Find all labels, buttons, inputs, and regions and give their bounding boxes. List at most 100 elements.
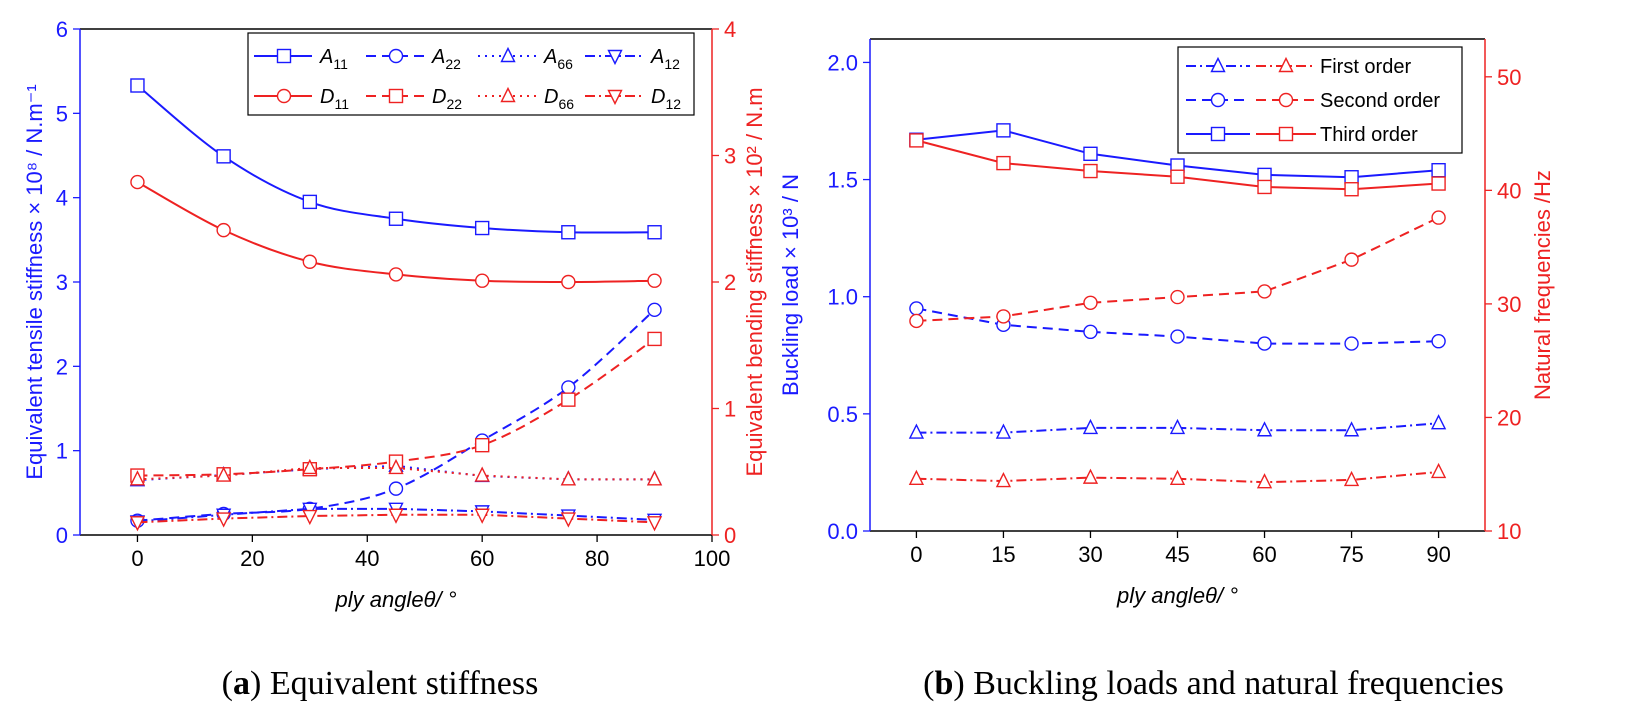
legend-subscript: 11: [333, 56, 348, 72]
x-tick-label: 0: [131, 546, 143, 571]
x-tick-label: 75: [1339, 542, 1363, 567]
y-left-tick-label: 6: [56, 17, 68, 42]
y-left-tick-label: 2: [56, 354, 68, 379]
data-point: [995, 471, 1012, 488]
legend-label: Second order: [1320, 90, 1440, 112]
data-point: [1430, 414, 1447, 430]
legend-marker-red: [1278, 56, 1294, 73]
x-tick-label: 60: [470, 546, 494, 571]
y-left-tick-label: 2.0: [827, 50, 858, 75]
caption-a-text: Equivalent stiffness: [269, 665, 539, 702]
y-right-tick-label: 10: [1497, 519, 1521, 544]
legend-subscript: 66: [558, 96, 574, 112]
data-point: [647, 302, 662, 318]
data-point: [996, 155, 1011, 171]
data-point: [1082, 418, 1099, 435]
data-point: [474, 220, 490, 236]
data-point: [1083, 146, 1098, 162]
y-left-axis-label: Equivalent tensile stiffness × 10⁸ / N.m…: [22, 84, 47, 479]
data-point: [647, 331, 662, 347]
series-frequency-third-order: [909, 133, 1446, 197]
series-buckling-first-order: [908, 414, 1447, 439]
y-right-axis-label: Natural frequencies /Hz: [1530, 170, 1555, 400]
legend-subscript: 12: [665, 96, 681, 112]
y-left-tick-label: 4: [56, 186, 68, 211]
data-point: [561, 225, 576, 240]
x-tick-label: 0: [910, 542, 922, 567]
data-point: [1170, 329, 1185, 344]
y-right-tick-label: 1: [724, 397, 736, 422]
caption-a-label: a: [233, 665, 250, 702]
legend-marker: [276, 88, 292, 104]
data-point: [996, 309, 1011, 324]
data-point: [129, 516, 146, 532]
legend-subscript: 12: [664, 56, 680, 72]
data-point: [1431, 162, 1446, 178]
data-point: [646, 516, 663, 532]
data-point: [909, 133, 924, 148]
data-point: [216, 512, 232, 528]
legend-label: First order: [1320, 56, 1411, 78]
legend-marker: [388, 88, 404, 104]
y-left-tick-label: 0.0: [827, 519, 858, 544]
x-tick-label: 30: [1078, 542, 1102, 567]
data-point: [130, 174, 145, 190]
legend-subscript: 22: [446, 96, 462, 112]
data-point: [1256, 421, 1273, 437]
data-point: [1431, 210, 1446, 225]
data-point: [561, 274, 576, 290]
legend-marker: [500, 46, 516, 63]
y-left-tick-label: 1.5: [827, 168, 858, 193]
chart-panel-a: 0 20 40 60 80 100 0 1 2 3 4 5 6 0 1 2 3 4 ply angleθ/ ° Equ…: [0, 0, 767, 717]
data-point: [561, 392, 576, 407]
data-point: [1083, 163, 1098, 179]
data-point: [302, 509, 318, 526]
data-point: [560, 470, 576, 486]
y-left-tick-label: 0.5: [827, 402, 858, 427]
caption-a: (a) Equivalent stiffness: [221, 665, 539, 702]
data-point: [1343, 421, 1360, 437]
series-line: [916, 216, 1440, 322]
legend-marker: [607, 89, 623, 106]
data-point: [1169, 418, 1186, 435]
y-right-tick-label: 40: [1497, 178, 1521, 203]
legend-subscript: 22: [445, 56, 461, 72]
legend-label: Third order: [1320, 124, 1418, 146]
caption-b-label: b: [934, 665, 954, 702]
data-point: [216, 222, 231, 238]
y-left-tick-label: 5: [56, 101, 68, 126]
legend-marker: [607, 49, 623, 66]
data-point: [1083, 324, 1098, 340]
data-point: [388, 481, 404, 496]
data-point: [647, 225, 662, 240]
series-buckling-second-order: [909, 301, 1446, 351]
x-axis-label: ply angleθ/ °: [1116, 583, 1238, 608]
data-point: [474, 466, 490, 482]
data-point: [1083, 295, 1098, 310]
data-point: [1431, 176, 1446, 191]
series-a11: [130, 78, 662, 240]
data-point: [1256, 473, 1273, 489]
y-right-tick-label: 20: [1497, 405, 1521, 430]
data-point: [647, 273, 662, 288]
data-point: [129, 470, 146, 486]
data-point: [388, 508, 404, 524]
data-point: [1431, 334, 1446, 349]
legend-marker-red: [1278, 92, 1294, 108]
data-point: [1257, 284, 1272, 299]
data-point: [474, 273, 490, 288]
x-tick-label: 80: [585, 546, 609, 571]
x-tick-label: 45: [1165, 542, 1189, 567]
chart-panel-b: 0 15 30 45 60 75 90 0.0 0.5 1.0 1.5 2.0 10 20 30 40 50 pl…: [778, 0, 1637, 717]
legend-subscript: 66: [557, 56, 573, 72]
data-point: [302, 458, 318, 475]
data-point: [1344, 170, 1359, 185]
x-tick-label: 90: [1426, 542, 1450, 567]
y-left-tick-label: 3: [56, 270, 68, 295]
data-point: [1343, 470, 1360, 487]
series-d66: [129, 458, 663, 486]
data-point: [1257, 336, 1272, 351]
data-point: [302, 254, 318, 269]
y-right-axis-label: Equivalent bending stiffness × 10² / N.m: [742, 87, 767, 476]
